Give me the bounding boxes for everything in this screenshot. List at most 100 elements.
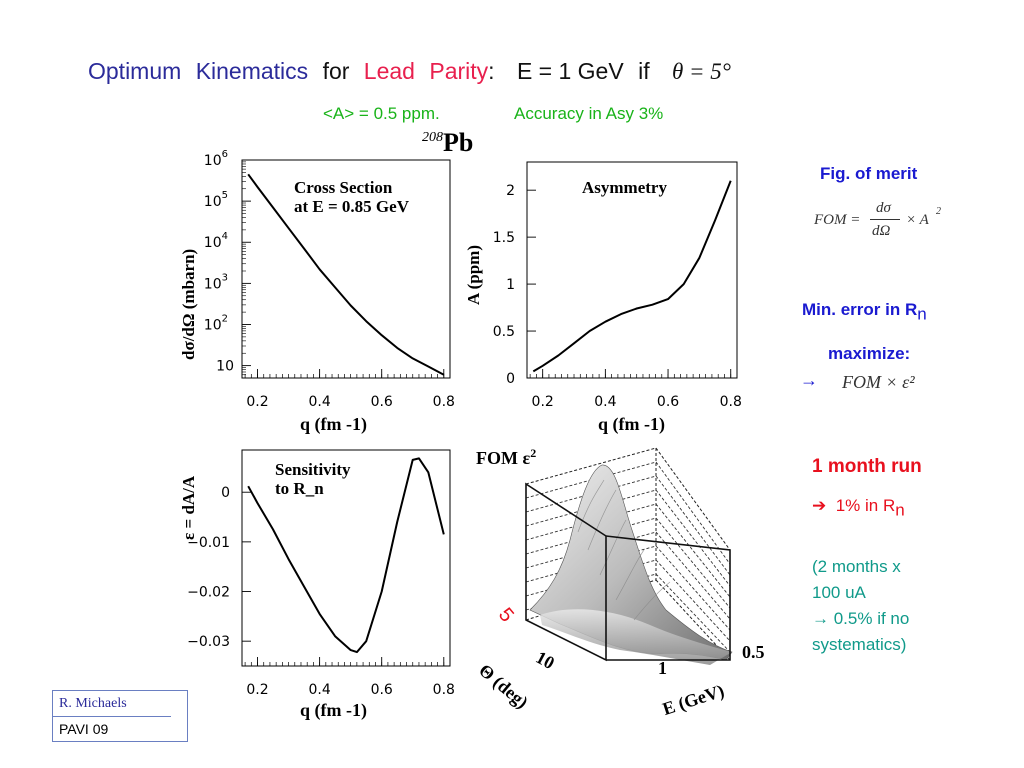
rn-precision-label: ➔ 1% in Rn [812, 496, 905, 520]
subtitle-asymmetry: <A> = 0.5 ppm. [323, 104, 440, 123]
x-tick-label: 0.8 [433, 682, 455, 698]
x-tick-label: 0.8 [433, 394, 455, 410]
y-tick-label: 105 [204, 190, 228, 210]
y-tick-label: 104 [204, 231, 228, 251]
x-tick-label: 0.8 [720, 394, 742, 410]
sensitivity-title-line2: to R_n [275, 479, 324, 498]
y-tick-label: 106 [204, 149, 228, 169]
energy-tick-05: 0.5 [742, 642, 765, 662]
hatch-line [655, 517, 731, 609]
slide-title: Optimum Kinematics for Lead Parity: E = … [88, 58, 731, 85]
asymmetry-xlabel: q (fm -1) [598, 414, 665, 434]
run-duration-label: 1 month run [812, 456, 922, 477]
fom-surface-plot [525, 447, 733, 665]
hatch-line [655, 489, 731, 587]
x-tick-label: 0.4 [594, 394, 616, 410]
y-tick-label: −0.03 [187, 634, 230, 650]
min-error-label: Min. error in Rn [802, 300, 927, 324]
footer-author: R. Michaels [59, 696, 127, 711]
run-note: (2 months x 100 uA → 0.5% if no systemat… [812, 554, 909, 658]
sensitivity-title-line1: Sensitivity [275, 460, 351, 479]
run-note-line2: 100 uA [812, 583, 866, 602]
subtitle-accuracy: Accuracy in Asy 3% [514, 104, 664, 123]
hatch-line [655, 573, 731, 653]
title-word-parity: Parity [429, 58, 489, 84]
x-tick-label: 0.4 [308, 682, 330, 698]
y-tick-exponent: 2 [222, 313, 228, 324]
y-tick-exponent: 5 [222, 190, 228, 201]
title-word-for: for [322, 58, 350, 84]
y-tick-label: 1.5 [493, 230, 515, 246]
run-note-line4: systematics) [812, 635, 907, 654]
title-if: if [638, 58, 650, 84]
surface-title: FOM ε2 [476, 446, 536, 469]
cross-section-title-line1: Cross Section [294, 178, 393, 197]
run-note-line3: → 0.5% if no [812, 609, 910, 628]
cross-section-xlabel: q (fm -1) [300, 414, 367, 434]
title-theta-condition: θ = 5° [671, 59, 732, 84]
y-tick-label: 10 [216, 359, 234, 375]
y-tick-label: 0.5 [493, 324, 515, 340]
title-energy: E = 1 GeV [516, 58, 624, 84]
x-tick-label: 0.2 [532, 394, 554, 410]
footer-badge: R. Michaels PAVI 09 [52, 690, 188, 742]
cross-section-title-line2: at E = 0.85 GeV [294, 197, 409, 216]
sensitivity-ylabel: ε = dA/A [179, 475, 198, 540]
hatch-line [655, 559, 731, 642]
maximize-label: maximize: [828, 344, 911, 363]
chart-2: 0.2 0.4 0.6 0.8 0 0.5 1 1.5 2 [493, 161, 742, 410]
title-word-optimum: Optimum [88, 58, 182, 84]
y-tick-label: 1 [506, 277, 515, 293]
y-tick-label: 2 [506, 183, 515, 199]
surface-ripples [577, 479, 671, 621]
y-tick-label: 103 [204, 272, 228, 292]
hatch-line [655, 545, 731, 631]
sensitivity-xlabel: q (fm -1) [300, 700, 367, 720]
x-tick-label: 0.6 [657, 394, 679, 410]
surface-box-front [525, 482, 731, 662]
footer-event: PAVI 09 [59, 721, 109, 737]
fig-of-merit-label: Fig. of merit [820, 164, 918, 183]
hatch-line [655, 475, 731, 576]
arrow-icon-red: ➔ [812, 496, 827, 515]
run-note-line1: (2 months x [812, 557, 901, 576]
y-tick-exponent: 6 [222, 149, 228, 160]
x-tick-label: 0.2 [246, 394, 268, 410]
data-line [532, 180, 732, 373]
footer-divider [53, 716, 171, 717]
y-tick-exponent: 4 [222, 231, 228, 242]
fom-formula-text: FOM = dσ/dΩ × A² [814, 200, 815, 201]
x-tick-label: 0.6 [371, 682, 393, 698]
energy-tick-1: 1 [658, 658, 667, 678]
fom-eps-formula: FOM × ε² [842, 372, 915, 392]
isotope-mass: 208 [422, 130, 443, 145]
surface-title-text: FOM ε [476, 448, 531, 468]
hatch-line [655, 531, 731, 620]
title-colon: : [488, 58, 495, 84]
asymmetry-title: Asymmetry [582, 178, 667, 197]
y-tick-label: 102 [204, 313, 228, 333]
hatch-line [655, 461, 731, 565]
surface-ridge [540, 609, 732, 665]
fom-formula: FOM = dσ dΩ × A 2 FOM = dσ/dΩ × A² [814, 200, 941, 239]
y-tick-label: −0.02 [187, 585, 230, 601]
rn-precision-text: 1% in R [835, 496, 896, 515]
isotope-label: 208Pb [422, 128, 473, 158]
title-word-kinematics: Kinematics [195, 58, 309, 84]
rn-precision-sub: n [895, 500, 905, 520]
surface-title-sup: 2 [530, 446, 537, 460]
asymmetry-ylabel: A (ppm) [464, 245, 483, 305]
cross-section-ylabel: dσ/dΩ (mbarn) [179, 248, 198, 360]
hatch-line [655, 503, 731, 598]
min-error-text: Min. error in R [802, 300, 918, 319]
x-tick-label: 0.6 [371, 394, 393, 410]
isotope-symbol: Pb [443, 128, 474, 157]
x-tick-label: 0.2 [246, 682, 268, 698]
y-tick-label: 0 [506, 371, 515, 387]
arrow-icon: → [800, 370, 818, 390]
min-error-sub: n [917, 304, 927, 324]
sensitivity-title: Sensitivity to R_n [275, 460, 351, 498]
cross-section-title: Cross Section at E = 0.85 GeV [294, 178, 409, 216]
y-tick-exponent: 3 [222, 272, 228, 283]
y-tick-label: 0 [221, 485, 230, 501]
